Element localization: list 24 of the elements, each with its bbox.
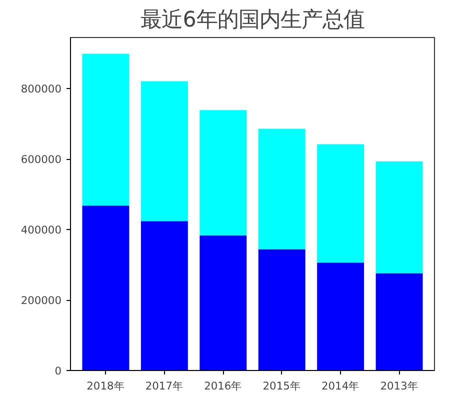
bar [258, 128, 306, 250]
x-tick-label: 2018年 [86, 380, 125, 392]
y-tick-label: 200000 [20, 294, 62, 308]
bar [376, 162, 423, 274]
x-tick-label: 2014年 [322, 380, 360, 392]
x-tick-label: 2013年 [380, 380, 418, 392]
y-tick-label: 800000 [20, 82, 62, 96]
bar [200, 110, 247, 236]
bar [200, 236, 247, 370]
chart-title: 最近6年的国内生产总值 [140, 8, 364, 32]
y-tick-label: 0 [54, 364, 62, 378]
y-tick-label: 400000 [20, 224, 62, 237]
bar [258, 249, 306, 370]
x-tick-label: 2017年 [145, 380, 184, 392]
bar [140, 221, 188, 370]
x-tick-label: 2016年 [204, 380, 242, 392]
bar [140, 81, 188, 222]
bar [317, 262, 364, 370]
bar [82, 206, 130, 370]
x-tick-label: 2015年 [262, 380, 301, 392]
bar [82, 54, 130, 206]
bar [376, 273, 423, 370]
bar [317, 144, 364, 263]
y-tick-label: 600000 [20, 153, 62, 166]
